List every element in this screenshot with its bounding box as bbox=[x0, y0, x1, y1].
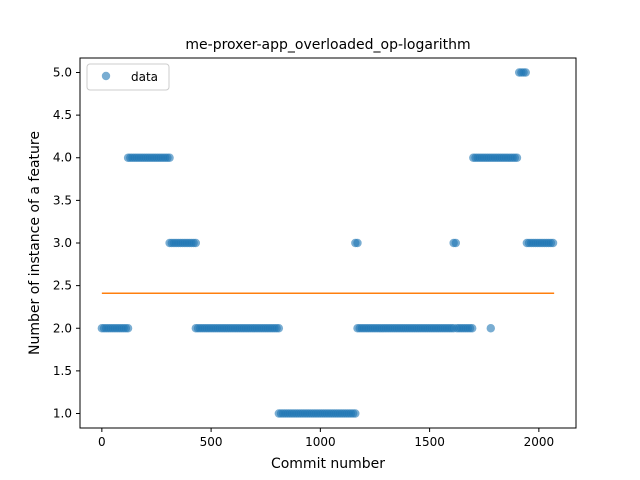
x-axis-label: Commit number bbox=[271, 456, 385, 472]
x-tick-label: 2000 bbox=[524, 435, 555, 449]
y-axis-label: Number of instance of a feature bbox=[27, 131, 43, 355]
data-point bbox=[353, 238, 362, 248]
y-axis: 1.0 1.5 2.0 2.5 3.0 3.5 4.0 4.5 5.0 bbox=[53, 65, 80, 421]
data-point bbox=[274, 324, 284, 333]
data-point bbox=[123, 324, 133, 333]
data-point bbox=[521, 68, 530, 77]
y-tick-label: 5.0 bbox=[53, 65, 72, 79]
plot-area bbox=[97, 68, 558, 418]
data-point bbox=[512, 153, 522, 162]
legend-box bbox=[86, 63, 170, 91]
x-tick-label: 1000 bbox=[305, 435, 336, 449]
x-axis: 0 500 1000 1500 2000 bbox=[98, 428, 554, 449]
data-point bbox=[165, 153, 174, 162]
legend: data bbox=[86, 63, 170, 91]
data-point bbox=[548, 238, 558, 248]
x-tick-label: 500 bbox=[200, 435, 223, 449]
x-tick-label: 1500 bbox=[414, 435, 445, 449]
y-tick-label: 4.0 bbox=[53, 151, 72, 165]
y-tick-label: 3.5 bbox=[53, 193, 72, 207]
y-tick-label: 2.0 bbox=[53, 321, 72, 335]
data-point bbox=[486, 324, 495, 333]
y-tick-label: 4.5 bbox=[53, 108, 72, 122]
data-point bbox=[351, 409, 360, 418]
data-point bbox=[468, 324, 477, 333]
data-point bbox=[451, 238, 461, 248]
chart-title: me-proxer-app_overloaded_op-logarithm bbox=[185, 37, 470, 53]
x-tick-label: 0 bbox=[98, 435, 106, 449]
y-tick-label: 3.0 bbox=[53, 236, 72, 250]
data-point bbox=[191, 238, 201, 248]
legend-marker-data bbox=[101, 71, 111, 81]
legend-label-data: data bbox=[131, 70, 158, 84]
y-tick-label: 1.0 bbox=[53, 407, 72, 421]
y-tick-label: 1.5 bbox=[53, 364, 72, 378]
y-tick-label: 2.5 bbox=[53, 279, 72, 293]
